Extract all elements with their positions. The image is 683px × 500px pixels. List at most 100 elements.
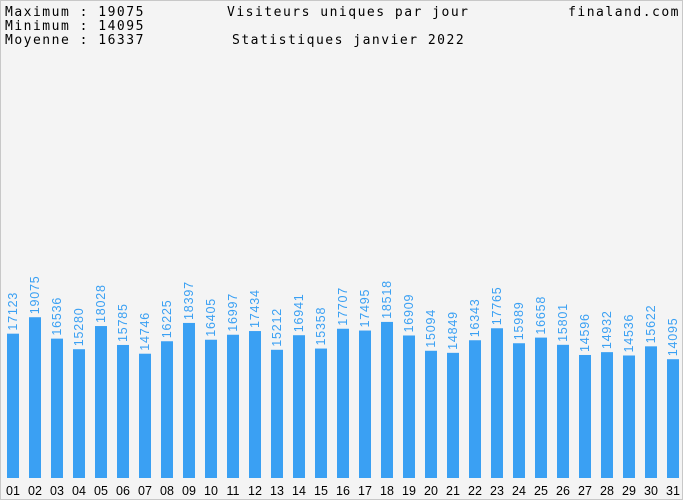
bar-day-17 (359, 330, 371, 478)
value-label-day-12: 17434 (248, 289, 262, 328)
value-label-day-21: 14849 (446, 311, 460, 350)
bar-day-11 (227, 334, 239, 478)
bars-group (7, 317, 679, 478)
x-label-day-27: 27 (578, 484, 592, 498)
bar-day-13 (271, 349, 283, 478)
bar-day-12 (249, 331, 261, 478)
value-label-day-09: 18397 (182, 281, 196, 320)
x-label-day-24: 24 (512, 484, 526, 498)
stat-average-label: Moyenne (5, 33, 70, 48)
value-labels-group: 17123 19075 16536 15280 18028 15785 14746 16225… (6, 275, 680, 356)
x-label-day-03: 03 (50, 484, 64, 498)
x-label-day-05: 05 (94, 484, 108, 498)
bar-day-07 (139, 353, 151, 478)
value-label-day-15: 15358 (314, 307, 328, 346)
site-name: finaland.com (568, 5, 680, 20)
bar-day-15 (315, 348, 327, 478)
x-label-day-09: 09 (182, 484, 196, 498)
x-label-day-26: 26 (556, 484, 570, 498)
value-label-day-14: 16941 (292, 293, 306, 332)
bar-day-02 (29, 317, 41, 478)
bar-day-09 (183, 322, 195, 478)
bar-day-30 (645, 346, 657, 478)
bar-day-16 (337, 328, 349, 478)
value-label-day-04: 15280 (72, 307, 86, 346)
chart-title: Visiteurs uniques par jour (227, 5, 470, 20)
value-label-day-27: 14596 (578, 313, 592, 352)
bar-day-03 (51, 338, 63, 478)
stat-minimum-label: Minimum (5, 19, 70, 34)
bar-day-18 (381, 321, 393, 478)
bar-day-23 (491, 328, 503, 478)
bar-day-08 (161, 341, 173, 478)
bar-day-01 (7, 333, 19, 478)
x-label-day-31: 31 (666, 484, 680, 498)
bar-day-26 (557, 344, 569, 478)
bar-day-20 (425, 350, 437, 478)
value-label-day-20: 15094 (424, 309, 438, 348)
value-label-day-28: 14932 (600, 310, 614, 349)
stat-minimum-value: 14095 (98, 19, 145, 34)
value-label-day-18: 18518 (380, 280, 394, 319)
bar-day-25 (535, 337, 547, 478)
value-label-day-02: 19075 (28, 275, 42, 314)
x-label-day-20: 20 (424, 484, 438, 498)
value-label-day-07: 14746 (138, 312, 152, 351)
bar-day-24 (513, 343, 525, 478)
bar-day-10 (205, 339, 217, 478)
x-label-day-22: 22 (468, 484, 482, 498)
bar-day-22 (469, 340, 481, 478)
stat-maximum-value: 19075 (98, 5, 145, 20)
x-label-day-11: 11 (227, 484, 240, 498)
value-label-day-03: 16536 (50, 297, 64, 336)
x-label-day-08: 08 (160, 484, 174, 498)
value-label-day-08: 16225 (160, 299, 174, 338)
value-label-day-26: 15801 (556, 303, 570, 342)
x-axis-labels: 01 02 03 04 05 06 07 08 09 10 11 12 13 14 15 16 17 18 19 20… (6, 484, 680, 498)
x-label-day-29: 29 (622, 484, 636, 498)
bar-day-05 (95, 326, 107, 478)
value-label-day-22: 16343 (468, 298, 482, 337)
bar-day-04 (73, 349, 85, 478)
x-label-day-21: 21 (446, 484, 460, 498)
value-label-day-16: 17707 (336, 287, 350, 326)
stat-average: Moyenne : 16337 (5, 33, 145, 48)
value-label-day-05: 18028 (94, 284, 108, 323)
x-label-day-17: 17 (358, 484, 372, 498)
x-label-day-01: 01 (6, 484, 20, 498)
x-label-day-04: 04 (72, 484, 86, 498)
x-label-day-14: 14 (292, 484, 306, 498)
x-label-day-07: 07 (138, 484, 152, 498)
value-label-day-11: 16997 (226, 293, 240, 332)
value-label-day-24: 15989 (512, 301, 526, 340)
value-label-day-06: 15785 (116, 303, 130, 342)
bar-day-21 (447, 352, 459, 478)
bar-day-14 (293, 335, 305, 478)
value-label-day-17: 17495 (358, 289, 372, 328)
x-label-day-28: 28 (600, 484, 614, 498)
x-label-day-30: 30 (644, 484, 658, 498)
stat-minimum: Minimum : 14095 (5, 19, 145, 34)
value-label-day-23: 17765 (490, 287, 504, 326)
stat-maximum-label: Maximum (5, 5, 70, 20)
x-label-day-19: 19 (402, 484, 416, 498)
x-label-day-23: 23 (490, 484, 504, 498)
x-label-day-13: 13 (270, 484, 284, 498)
x-label-day-25: 25 (534, 484, 548, 498)
x-label-day-10: 10 (204, 484, 218, 498)
x-label-day-02: 02 (28, 484, 42, 498)
value-label-day-29: 14536 (622, 314, 636, 353)
stat-maximum: Maximum : 19075 (5, 5, 145, 20)
bar-day-28 (601, 352, 613, 478)
bar-day-06 (117, 344, 129, 478)
x-label-day-16: 16 (336, 484, 350, 498)
bar-day-31 (667, 359, 679, 478)
value-label-day-31: 14095 (666, 317, 680, 356)
chart-header: Maximum : 19075 Minimum : 14095 Moyenne … (5, 5, 680, 48)
value-label-day-13: 15212 (270, 308, 284, 347)
x-label-day-18: 18 (380, 484, 394, 498)
value-label-day-25: 16658 (534, 296, 548, 335)
x-label-day-15: 15 (314, 484, 328, 498)
